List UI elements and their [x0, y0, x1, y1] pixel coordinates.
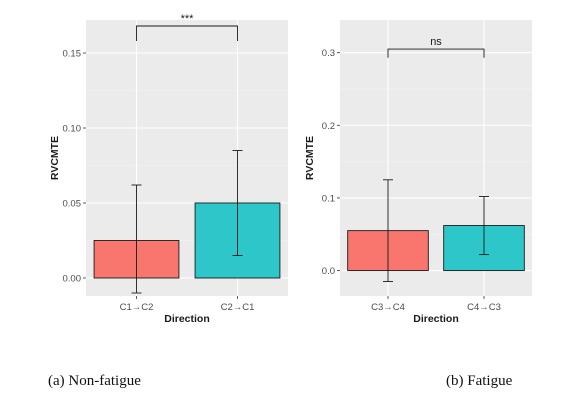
panel-b-yaxis-title: RVCMTE [304, 136, 316, 180]
panel-b-ytick-label: 0.2 [322, 121, 335, 132]
panel-b-significance-bracket [387, 48, 485, 58]
panel-a-ytick-label: 0.10 [63, 124, 82, 135]
caption-non-fatigue: (a) Non-fatigue [48, 373, 141, 389]
panel-a-xtick-label: C2→C1 [221, 302, 255, 313]
panel-a-ytick-label: 0.15 [63, 49, 82, 60]
panel-a-ytick-label: 0.05 [63, 199, 82, 210]
panel-a-xaxis-title: Direction [164, 313, 210, 325]
panel-a-ytick-label: 0.00 [63, 274, 82, 285]
panel-a-significance-bracket [136, 25, 238, 41]
panel-b-ytick-label: 0.0 [322, 266, 335, 277]
panel-b-significance-label: ns [430, 36, 442, 48]
panel-b-ytick-label: 0.1 [322, 193, 335, 204]
panel-b-ytick-label: 0.3 [322, 48, 335, 59]
panel-a-significance-label: *** [181, 13, 195, 25]
panel-a-xtick-label: C1→C2 [120, 302, 154, 313]
panel-b-xtick-label: C4→C3 [467, 302, 501, 313]
panel-a-yaxis-title: RVCMTE [49, 136, 61, 180]
panel-b-xaxis-title: Direction [413, 313, 459, 325]
panel-b-xtick-label: C3→C4 [371, 302, 405, 313]
caption-fatigue: (b) Fatigue [446, 373, 513, 389]
